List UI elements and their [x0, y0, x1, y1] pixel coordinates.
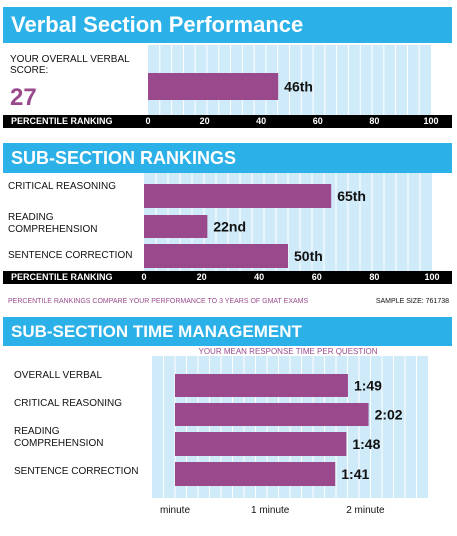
sentence-correction-time-label: SENTENCE CORRECTION [14, 466, 139, 477]
critical-reasoning-label: CRITICAL REASONING [8, 181, 116, 192]
overall-percentile-axis: PERCENTILE RANKING 0 20 40 60 80 100 [3, 115, 452, 128]
overall-percentile-axis-title: PERCENTILE RANKING [11, 116, 113, 126]
sub-section-percentile-axis: PERCENTILE RANKING 0 20 40 60 80 100 [3, 271, 452, 284]
x-tick-label: 80 [369, 272, 380, 282]
critical-reasoning-time-bar [175, 403, 369, 426]
time-management-chart: 1:49 2:02 1:48 1:41 [152, 356, 428, 498]
sub-section-rankings-header: SUB-SECTION RANKINGS [3, 143, 452, 173]
critical-reasoning-bar [144, 184, 332, 208]
critical-reasoning-time-bar-value: 2:02 [375, 407, 403, 423]
sentence-correction-bar [144, 244, 288, 268]
x-tick-label: 60 [312, 116, 323, 126]
x-tick-label: 100 [423, 116, 439, 126]
mean-response-time-caption: YOUR MEAN RESPONSE TIME PER QUESTION [198, 347, 378, 356]
sub-section-rankings-chart: 65th 22nd 50th [144, 173, 432, 271]
overall-percentile-chart: 46th [148, 45, 431, 115]
overall-verbal-time-label: OVERALL VERBAL [14, 370, 103, 381]
sentence-correction-label: SENTENCE CORRECTION [8, 250, 133, 261]
overall-verbal-time-bar-value: 1:49 [354, 378, 382, 394]
verbal-performance-header: Verbal Section Performance [3, 7, 452, 43]
sentence-correction-time-bar-value: 1:41 [341, 466, 369, 482]
x-tick-label: 20 [196, 272, 207, 282]
x-tick-label: 40 [254, 272, 265, 282]
sample-size: SAMPLE SIZE: 761738 [375, 298, 449, 305]
overall-verbal-time-bar [175, 374, 348, 397]
overall-verbal-bar-value: 46th [284, 79, 313, 95]
sentence-correction-time-bar [175, 462, 336, 486]
time-tick-label: minute [159, 505, 191, 516]
x-tick-label: 100 [424, 272, 440, 282]
x-tick-label: 80 [369, 116, 380, 126]
reading-comprehension-label: READING COMPREHENSION [8, 212, 98, 235]
time-tick-label: 2 minute [346, 505, 385, 516]
percentile-footnote: PERCENTILE RANKINGS COMPARE YOUR PERFORM… [8, 298, 309, 305]
x-tick-label: 40 [256, 116, 267, 126]
overall-verbal-bar [148, 73, 279, 100]
reading-comprehension-time-bar [175, 432, 347, 456]
x-tick-label: 20 [199, 116, 210, 126]
time-management-header: SUB-SECTION TIME MANAGEMENT [3, 317, 452, 346]
overall-verbal-score-label: YOUR OVERALL VERBAL SCORE: [10, 54, 130, 76]
sub-section-percentile-axis-title: PERCENTILE RANKING [11, 272, 113, 282]
x-tick-label: 60 [311, 272, 322, 282]
sentence-correction-bar-value: 50th [294, 248, 323, 264]
reading-comprehension-time-label: READING COMPREHENSION [14, 426, 104, 449]
x-tick-label: 0 [145, 116, 151, 126]
x-tick-label: 0 [141, 272, 147, 282]
reading-comprehension-time-bar-value: 1:48 [352, 436, 380, 452]
overall-verbal-score-value: 27 [10, 84, 37, 111]
critical-reasoning-bar-value: 65th [337, 188, 366, 204]
reading-comprehension-bar [144, 215, 208, 238]
critical-reasoning-time-label: CRITICAL REASONING [14, 398, 122, 409]
time-tick-label: 1 minute [251, 505, 290, 516]
reading-comprehension-bar-value: 22nd [213, 219, 246, 235]
